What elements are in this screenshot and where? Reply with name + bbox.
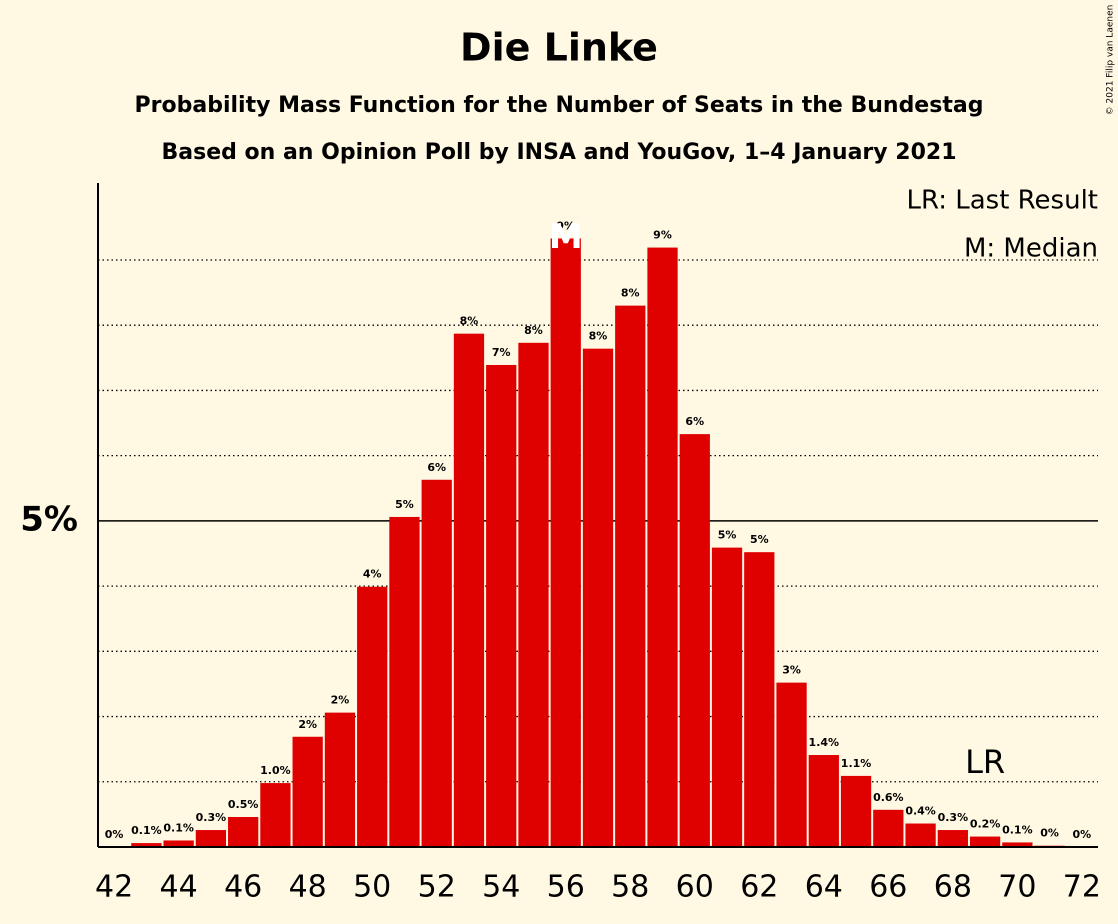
value-label: 0% xyxy=(105,828,124,841)
chart-subtitle: Probability Mass Function for the Number… xyxy=(135,93,984,118)
bar xyxy=(260,783,291,847)
chart-title: Die Linke xyxy=(460,26,658,70)
value-label: 6% xyxy=(685,415,704,428)
value-label: 8% xyxy=(621,287,640,300)
value-label: 5% xyxy=(718,529,737,542)
bar xyxy=(550,238,581,848)
value-label: 0.6% xyxy=(873,791,904,804)
value-label: 0% xyxy=(1040,827,1059,840)
x-tick-label: 62 xyxy=(740,870,778,905)
bar xyxy=(389,516,420,847)
x-tick-label: 70 xyxy=(998,870,1036,905)
x-tick-label: 46 xyxy=(224,870,262,905)
bar xyxy=(905,823,936,847)
x-tick-label: 56 xyxy=(547,870,585,905)
median-marker: M xyxy=(549,217,583,257)
x-tick-label: 54 xyxy=(482,870,520,905)
value-label: 0.3% xyxy=(938,811,969,824)
value-label: 6% xyxy=(427,461,446,474)
bar xyxy=(131,843,162,847)
x-tick-label: 50 xyxy=(353,870,391,905)
x-tick-label: 58 xyxy=(611,870,649,905)
value-label: 1.1% xyxy=(841,757,872,770)
bar xyxy=(1002,842,1033,847)
bar xyxy=(292,736,323,847)
bar xyxy=(937,830,968,847)
bar xyxy=(615,305,646,847)
value-label: 0.4% xyxy=(905,805,936,818)
bar xyxy=(453,333,485,848)
bar xyxy=(711,547,743,847)
bar xyxy=(840,775,872,847)
last-result-marker: LR xyxy=(965,743,1005,781)
bar xyxy=(421,479,452,847)
value-label: 5% xyxy=(750,533,769,546)
value-label: 0% xyxy=(1073,828,1092,841)
bar xyxy=(163,840,194,847)
legend-entry: LR: Last Result xyxy=(906,186,1098,216)
value-label: 8% xyxy=(589,330,608,343)
bar xyxy=(969,836,1001,847)
value-label: 0.5% xyxy=(228,798,259,811)
bar xyxy=(357,586,388,847)
value-label: 1.0% xyxy=(260,764,291,777)
value-label: 5% xyxy=(395,498,414,511)
value-label: 3% xyxy=(782,664,801,677)
chart-subtitle: Based on an Opinion Poll by INSA and You… xyxy=(161,140,956,165)
bar xyxy=(808,755,839,847)
value-label: 0.1% xyxy=(131,824,162,837)
x-tick-label: 48 xyxy=(289,870,327,905)
bar xyxy=(228,816,259,847)
value-label: 0.2% xyxy=(970,818,1001,831)
value-label: 0.3% xyxy=(196,811,227,824)
x-tick-label: 64 xyxy=(805,870,843,905)
bar xyxy=(195,830,227,847)
x-tick-label: 44 xyxy=(160,870,198,905)
value-label: 9% xyxy=(653,229,672,242)
bar xyxy=(873,809,904,847)
bar xyxy=(324,712,356,847)
bar xyxy=(582,348,614,847)
value-label: 0.1% xyxy=(1002,823,1033,836)
value-label: 7% xyxy=(492,346,511,359)
value-label: 2% xyxy=(298,718,317,731)
bar xyxy=(647,247,678,847)
copyright: © 2021 Filip van Laenen xyxy=(1106,5,1116,116)
y-tick-label: 5% xyxy=(20,499,78,539)
bar xyxy=(518,342,549,847)
bar xyxy=(776,682,807,847)
legend-entry: M: Median xyxy=(964,234,1098,264)
value-label: 9% xyxy=(556,219,575,232)
x-tick-label: 42 xyxy=(95,870,133,905)
value-label: 4% xyxy=(363,568,382,581)
value-label: 1.4% xyxy=(809,736,840,749)
value-label: 0.1% xyxy=(163,821,194,834)
x-tick-label: 52 xyxy=(418,870,456,905)
value-label: 8% xyxy=(460,315,479,328)
bar xyxy=(744,552,775,847)
x-tick-label: 68 xyxy=(934,870,972,905)
bar xyxy=(679,434,710,847)
x-tick-label: 66 xyxy=(869,870,907,905)
value-label: 8% xyxy=(524,324,543,337)
x-tick-label: 60 xyxy=(676,870,714,905)
x-tick-label: 72 xyxy=(1063,870,1101,905)
bar xyxy=(486,364,517,847)
value-label: 2% xyxy=(331,694,350,707)
